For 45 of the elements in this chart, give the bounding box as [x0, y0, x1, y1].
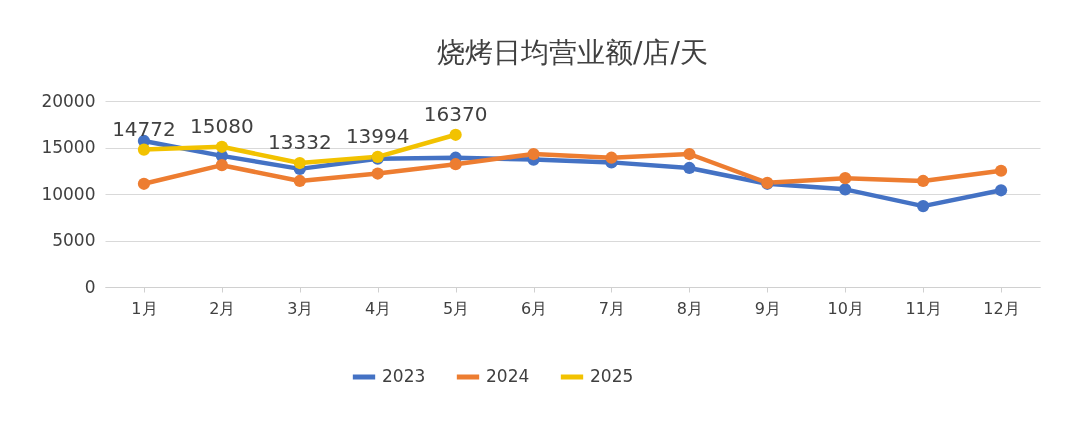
point	[137, 143, 151, 156]
point	[449, 158, 462, 171]
y-tick-label: 10000	[41, 183, 96, 204]
y-tick-label: 0	[84, 276, 96, 297]
y-tick-label: 15000	[41, 137, 96, 157]
x-tick-label: 4月	[365, 298, 392, 318]
point	[994, 184, 1008, 197]
point	[449, 128, 462, 141]
y-tick-label: 5000	[52, 230, 96, 250]
point	[683, 147, 696, 161]
data-label: 15080	[190, 113, 254, 138]
point	[371, 167, 384, 180]
x-tick-label: 5月	[443, 298, 470, 318]
legend-label: 2025	[590, 366, 634, 386]
x-tick-label: 8月	[676, 298, 703, 318]
x-tick-label: 1月	[131, 298, 158, 318]
x-tick-label: 12月	[983, 298, 1020, 318]
data-label: 13994	[345, 123, 410, 148]
point	[605, 151, 618, 164]
point	[917, 174, 930, 188]
point	[137, 177, 151, 190]
point	[917, 199, 930, 213]
point	[994, 164, 1008, 177]
data-label: 16370	[423, 101, 488, 126]
chart-title: 烧烤日均营业额/店/天	[437, 36, 708, 69]
data-label: 13332	[267, 130, 332, 155]
point	[293, 174, 306, 188]
x-tick-label: 6月	[520, 298, 548, 318]
x-tick-label: 9月	[754, 298, 781, 318]
legend-label: 2023	[382, 366, 426, 386]
legend-label: 2024	[486, 366, 530, 386]
x-tick-label: 10月	[827, 298, 864, 318]
y-tick-label: 20000	[41, 90, 96, 111]
point	[683, 161, 696, 175]
point	[293, 156, 306, 170]
point	[839, 172, 852, 185]
x-tick-label: 3月	[287, 298, 314, 318]
point	[215, 140, 228, 153]
data-label: 14772	[112, 116, 176, 141]
x-tick-label: 2月	[209, 298, 236, 318]
point	[839, 183, 852, 196]
x-tick-label: 11月	[905, 298, 942, 318]
x-tick-label: 7月	[598, 298, 626, 318]
point	[527, 147, 540, 161]
point	[215, 159, 228, 172]
